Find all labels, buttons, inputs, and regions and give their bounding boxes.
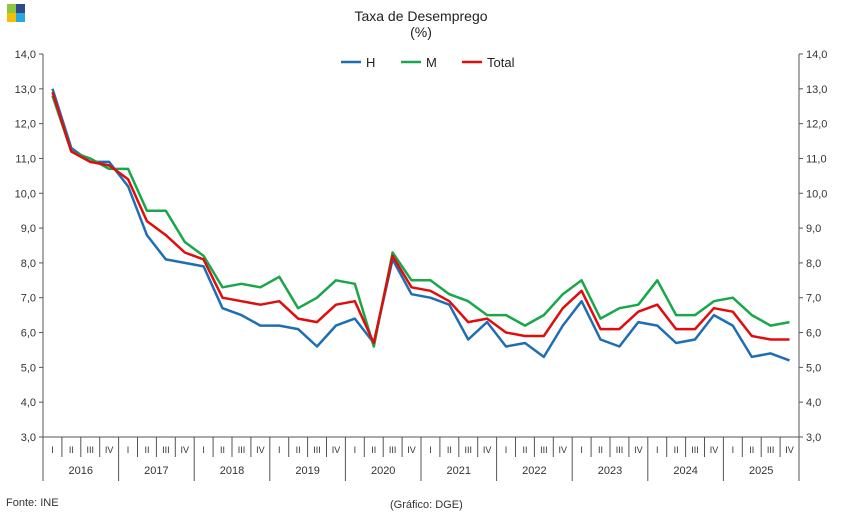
y-tick-label-right: 6,0 [806,328,821,340]
x-quarter-label: IV [105,445,114,455]
y-tick-label-right: 4,0 [806,397,821,409]
credit-note: (Gráfico: DGE) [390,499,463,511]
x-quarter-label: III [162,445,170,455]
x-quarter-label: II [220,445,225,455]
x-quarter-label: III [464,445,472,455]
x-quarter-label: IV [407,445,416,455]
x-quarter-label: I [429,445,432,455]
y-tick-label-left: 7,0 [21,293,36,305]
x-year-label: 2016 [69,465,93,477]
x-quarter-label: IV [785,445,794,455]
y-tick-label-right: 7,0 [806,293,821,305]
x-year-label: 2021 [447,465,471,477]
x-quarter-label: III [616,445,624,455]
y-tick-label-right: 8,0 [806,258,821,270]
x-quarter-label: I [505,445,508,455]
x-quarter-label: IV [180,445,189,455]
x-quarter-label: II [674,445,679,455]
x-quarter-label: IV [710,445,719,455]
x-quarter-label: III [313,445,321,455]
x-quarter-label: III [86,445,94,455]
logo-square-bottom-right [16,13,25,22]
x-quarter-label: III [389,445,397,455]
x-quarter-label: IV [332,445,341,455]
series-line-h [51,88,790,362]
y-tick-label-left: 4,0 [21,397,36,409]
logo-square-bottom-left [7,13,16,22]
y-tick-label-left: 6,0 [21,328,36,340]
y-tick-label-left: 5,0 [21,362,36,374]
x-year-label: 2020 [371,465,395,477]
y-tick-label-right: 10,0 [806,188,827,200]
y-tick-label-right: 14,0 [806,49,827,61]
x-year-label: 2018 [220,465,244,477]
x-year-label: 2025 [749,465,773,477]
x-quarter-label: IV [256,445,265,455]
series-line-m [51,95,790,348]
x-quarter-label: II [296,445,301,455]
y-tick-label-left: 14,0 [15,49,36,61]
legend-label-m: M [426,55,437,70]
x-quarter-label: II [522,445,527,455]
y-tick-label-right: 3,0 [806,432,821,444]
chart-subtitle: (%) [410,24,432,40]
source-note: Fonte: INE [6,497,59,509]
x-quarter-label: I [278,445,281,455]
x-quarter-label: II [371,445,376,455]
x-year-label: 2022 [522,465,546,477]
y-tick-label-right: 13,0 [806,84,827,96]
chart-title: Taxa de Desemprego [354,8,487,24]
logo-square-top-left [7,4,16,13]
legend-label-total: Total [487,55,515,70]
x-quarter-label: I [127,445,130,455]
y-tick-label-right: 9,0 [806,223,821,235]
legend-label-h: H [366,55,375,70]
x-quarter-label: II [144,445,149,455]
x-quarter-label: I [656,445,659,455]
x-quarter-label: II [749,445,754,455]
x-quarter-label: III [238,445,246,455]
y-tick-label-right: 12,0 [806,119,827,131]
x-quarter-label: IV [558,445,567,455]
y-tick-label-left: 12,0 [15,119,36,131]
series-line-total [51,91,790,345]
x-quarter-label: IV [483,445,492,455]
x-quarter-label: I [732,445,735,455]
logo-square-top-right [16,4,25,13]
x-year-label: 2024 [673,465,697,477]
y-tick-label-right: 5,0 [806,362,821,374]
y-tick-label-left: 9,0 [21,223,36,235]
x-quarter-label: I [580,445,583,455]
x-year-label: 2017 [144,465,168,477]
y-tick-label-left: 11,0 [15,153,36,165]
x-quarter-label: II [69,445,74,455]
x-year-label: 2023 [598,465,622,477]
x-quarter-label: IV [634,445,643,455]
x-quarter-label: I [202,445,205,455]
y-tick-label-left: 10,0 [15,188,36,200]
y-tick-label-right: 11,0 [806,153,827,165]
y-tick-label-left: 8,0 [21,258,36,270]
x-quarter-label: III [691,445,699,455]
x-quarter-label: I [354,445,357,455]
y-tick-label-left: 13,0 [15,84,36,96]
x-quarter-label: III [767,445,775,455]
x-year-label: 2019 [295,465,319,477]
y-tick-label-left: 3,0 [21,432,36,444]
x-quarter-label: II [598,445,603,455]
x-quarter-label: II [447,445,452,455]
dge-logo-icon [7,4,25,22]
x-quarter-label: I [51,445,54,455]
x-quarter-label: III [540,445,548,455]
